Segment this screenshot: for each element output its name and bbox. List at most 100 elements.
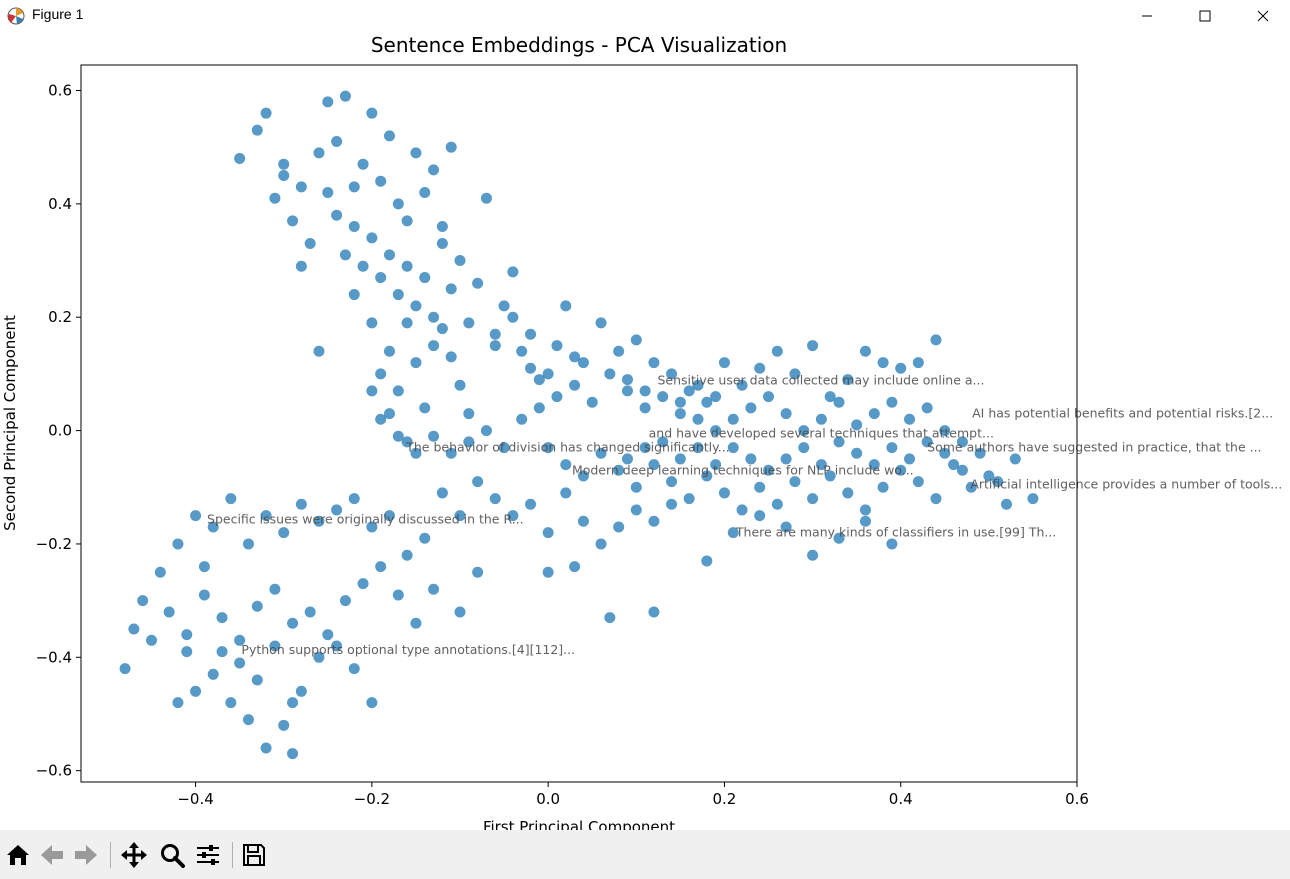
configure-subplots-button[interactable] (193, 840, 223, 870)
data-point (930, 493, 942, 505)
data-point (868, 459, 880, 471)
data-point (674, 396, 686, 408)
data-point (278, 719, 290, 731)
data-point (287, 697, 299, 709)
data-point (516, 413, 528, 425)
data-point (815, 459, 827, 471)
data-point (172, 538, 184, 550)
data-point (516, 345, 528, 357)
scatter-chart: Sentence Embeddings - PCA Visualization … (1, 33, 1282, 836)
data-point (348, 221, 360, 233)
data-point (851, 419, 863, 431)
data-point (445, 141, 457, 153)
forward-button[interactable] (71, 840, 101, 870)
data-point (225, 697, 237, 709)
data-point (445, 351, 457, 363)
home-button[interactable] (3, 840, 33, 870)
zoom-icon (161, 844, 185, 868)
point-annotation: There are many kinds of classifiers in u… (735, 525, 1056, 540)
data-point (569, 351, 581, 363)
data-point (163, 606, 175, 618)
data-point (234, 657, 246, 669)
data-point (383, 408, 395, 420)
x-tick-label: 0.0 (536, 790, 560, 808)
close-button[interactable] (1234, 0, 1290, 32)
data-point (269, 583, 281, 595)
data-point (639, 385, 651, 397)
data-point (798, 442, 810, 454)
data-point (401, 549, 413, 561)
data-point (366, 107, 378, 119)
figure-canvas[interactable]: Sentence Embeddings - PCA Visualization … (0, 32, 1290, 836)
data-point (489, 328, 501, 340)
data-point (560, 300, 572, 312)
data-point (736, 379, 748, 391)
data-point (489, 340, 501, 352)
save-button[interactable] (239, 840, 269, 870)
maximize-button[interactable] (1176, 0, 1234, 32)
data-point (780, 521, 792, 533)
minimize-button[interactable] (1118, 0, 1176, 32)
point-annotation: Some authors have suggested in practice,… (927, 440, 1261, 455)
data-point (507, 510, 519, 522)
data-point (331, 504, 343, 516)
axes-frame (80, 64, 1078, 783)
data-point (278, 527, 290, 539)
data-point (331, 209, 343, 221)
y-tick-label: 0.6 (48, 82, 72, 100)
data-point (419, 532, 431, 544)
data-point (912, 357, 924, 369)
data-point (912, 476, 924, 488)
home-icon (7, 845, 29, 865)
data-point (621, 374, 633, 386)
data-point (436, 221, 448, 233)
data-point (216, 646, 228, 658)
data-point (754, 510, 766, 522)
data-point (436, 487, 448, 499)
data-point (234, 153, 246, 165)
data-point (392, 198, 404, 210)
x-tick-label: 0.6 (1065, 790, 1089, 808)
data-point (727, 413, 739, 425)
data-point (939, 425, 951, 437)
data-point (551, 340, 563, 352)
data-point (718, 357, 730, 369)
data-point (895, 362, 907, 374)
data-point (146, 634, 158, 646)
y-tick-label: 0.2 (48, 308, 72, 326)
forward-arrow-icon (75, 845, 97, 865)
toolbar-separator (232, 842, 233, 868)
data-point (331, 136, 343, 148)
data-point (904, 413, 916, 425)
data-point (419, 272, 431, 284)
data-point (621, 453, 633, 465)
data-point (533, 374, 545, 386)
data-point (815, 413, 827, 425)
data-point (436, 238, 448, 250)
back-button[interactable] (37, 840, 67, 870)
data-point (278, 158, 290, 170)
data-point (472, 476, 484, 488)
data-point (436, 323, 448, 335)
data-point (648, 357, 660, 369)
data-point (137, 595, 149, 607)
data-point (948, 459, 960, 471)
data-point (392, 289, 404, 301)
data-point (727, 527, 739, 539)
data-point (480, 425, 492, 437)
pan-button[interactable] (119, 840, 149, 870)
data-point (463, 408, 475, 420)
point-annotations: Sensitive user data collected may includ… (207, 373, 1282, 657)
zoom-button[interactable] (157, 840, 187, 870)
data-point (366, 232, 378, 244)
data-point (763, 391, 775, 403)
data-point (780, 453, 792, 465)
data-point (877, 357, 889, 369)
data-point (895, 464, 907, 476)
data-point (886, 396, 898, 408)
data-point (595, 447, 607, 459)
y-axis-ticks: −0.6 −0.4 −0.2 0.0 0.2 0.4 0.6 (36, 82, 81, 780)
data-point (859, 345, 871, 357)
data-point (956, 436, 968, 448)
data-point (366, 317, 378, 329)
